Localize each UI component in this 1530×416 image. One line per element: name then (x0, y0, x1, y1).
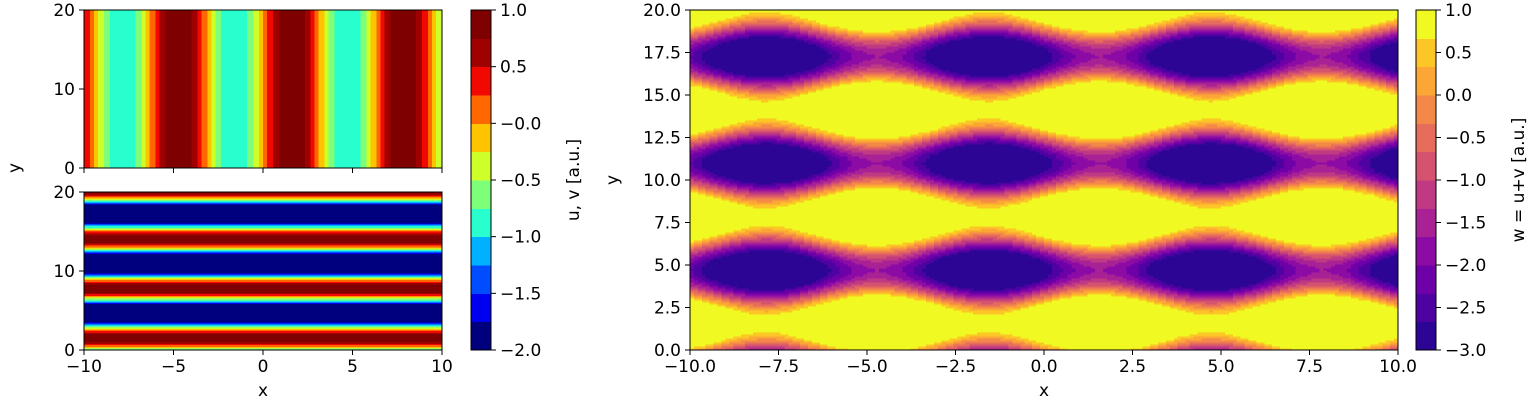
right-colorbar-color-band (1416, 265, 1436, 294)
left-colorbar-label: u, v [a.u.] (564, 139, 584, 221)
left-colorbar-color-band (471, 123, 491, 152)
left-colorbar-color-band (471, 293, 491, 322)
right-colorbar-color-band (1416, 180, 1436, 209)
left-colorbar-color-band (471, 95, 491, 124)
right-y-axis-label: y (603, 175, 623, 185)
left-colorbar-color-band (471, 322, 491, 351)
right-colorbar-color-band (1416, 67, 1436, 96)
right-y-tick-label: 17.5 (643, 44, 681, 64)
right-x-tick-label: −2.5 (935, 357, 976, 377)
left-colorbar-color-band (471, 38, 491, 67)
right-colorbar-color-band (1416, 293, 1436, 322)
right-x-tick-label: 0.0 (1030, 357, 1057, 377)
bottom-left-x-tick-label: 5 (347, 357, 358, 377)
right-x-tick-label: 10.0 (1379, 357, 1417, 377)
right-x-tick-label: 5.0 (1207, 357, 1234, 377)
right-colorbar-tick-label: 1.0 (1445, 1, 1472, 21)
right-colorbar-color-band (1416, 208, 1436, 237)
right-colorbar-tick-label: −2.5 (1445, 299, 1486, 319)
right-colorbar-color-band (1416, 38, 1436, 67)
right-colorbar-tick-label: −1.0 (1445, 171, 1486, 191)
left-y-axis-label: y (5, 163, 25, 173)
right-colorbar-color-band (1416, 152, 1436, 181)
left-colorbar-tick-label: 1.0 (500, 1, 527, 21)
right-colorbar-tick-label: −0.5 (1445, 129, 1486, 149)
left-colorbar-tick-label: −0.5 (500, 171, 541, 191)
right-colorbar-color-band (1416, 123, 1436, 152)
right-x-tick-label: −7.5 (758, 357, 799, 377)
right-colorbar-color-band (1416, 95, 1436, 124)
bottom-left-y-tick-label: 20 (53, 183, 75, 203)
right-contour-plot: −10.0 −7.5 −5.0 −2.5 0.0 2.5 5.0 7.5 10.0x0.02.5… (603, 1, 1417, 401)
top-left-y-tick-label: 10 (53, 80, 75, 100)
left-colorbar-tick-label: −1.0 (500, 228, 541, 248)
left-colorbar: −2.0 −1.5 −1.0 −0.5 −0.0 0.5 1.0 u, v [a.u.] (471, 1, 584, 361)
left-colorbar-color-band (471, 10, 491, 39)
left-colorbar-color-band (471, 180, 491, 209)
left-colorbar-tick-label: −2.0 (500, 341, 541, 361)
bottom-left-x-axis-label: x (258, 381, 268, 401)
left-colorbar-color-band (471, 265, 491, 294)
bottom-left-y-tick-label: 0 (64, 341, 75, 361)
right-colorbar-tick-label: 0.0 (1445, 86, 1472, 106)
left-colorbar-tick-label: −0.0 (500, 114, 541, 134)
right-y-tick-label: 5.0 (654, 256, 681, 276)
right-colorbar-color-band (1416, 237, 1436, 266)
right-x-tick-label: −5.0 (846, 357, 887, 377)
left-colorbar-color-band (471, 237, 491, 266)
right-y-tick-label: 2.5 (654, 299, 681, 319)
top-left-y-tick-label: 0 (64, 159, 75, 179)
right-y-tick-label: 12.5 (643, 129, 681, 149)
right-colorbar-tick-label: −1.5 (1445, 214, 1486, 234)
left-colorbar-tick-label: −1.5 (500, 284, 541, 304)
right-colorbar-color-band (1416, 322, 1436, 351)
right-y-tick-label: 0.0 (654, 341, 681, 361)
left-colorbar-tick-label: 0.5 (500, 58, 527, 78)
left-colorbar-color-band (471, 152, 491, 181)
right-colorbar-color-band (1416, 10, 1436, 39)
left-colorbar-color-band (471, 67, 491, 96)
top-left-y-tick-label: 20 (53, 1, 75, 21)
bottom-left-y-tick-label: 10 (53, 262, 75, 282)
bottom-left-x-tick-label: 10 (431, 357, 453, 377)
right-x-tick-label: 2.5 (1119, 357, 1146, 377)
left-colorbar-color-band (471, 208, 491, 237)
right-y-tick-label: 7.5 (654, 214, 681, 234)
bottom-left-x-tick-label: 0 (258, 357, 269, 377)
bottom-left-x-tick-label: −5 (161, 357, 186, 377)
right-colorbar: −3.0 −2.5 −2.0 −1.5 −1.0 −0.5 0.0 0.5 1.0 w = u+v… (1416, 1, 1529, 361)
right-x-axis-label: x (1039, 381, 1049, 401)
top-left-contour-plot: 0 10 20 y (5, 1, 443, 179)
right-y-tick-label: 20.0 (643, 1, 681, 21)
right-colorbar-tick-label: −2.0 (1445, 256, 1486, 276)
right-y-tick-label: 10.0 (643, 171, 681, 191)
right-colorbar-tick-label: −3.0 (1445, 341, 1486, 361)
right-colorbar-label: w = u+v [a.u.] (1509, 118, 1529, 243)
right-x-tick-label: 7.5 (1296, 357, 1323, 377)
right-y-tick-label: 15.0 (643, 86, 681, 106)
right-colorbar-tick-label: 0.5 (1445, 44, 1472, 64)
